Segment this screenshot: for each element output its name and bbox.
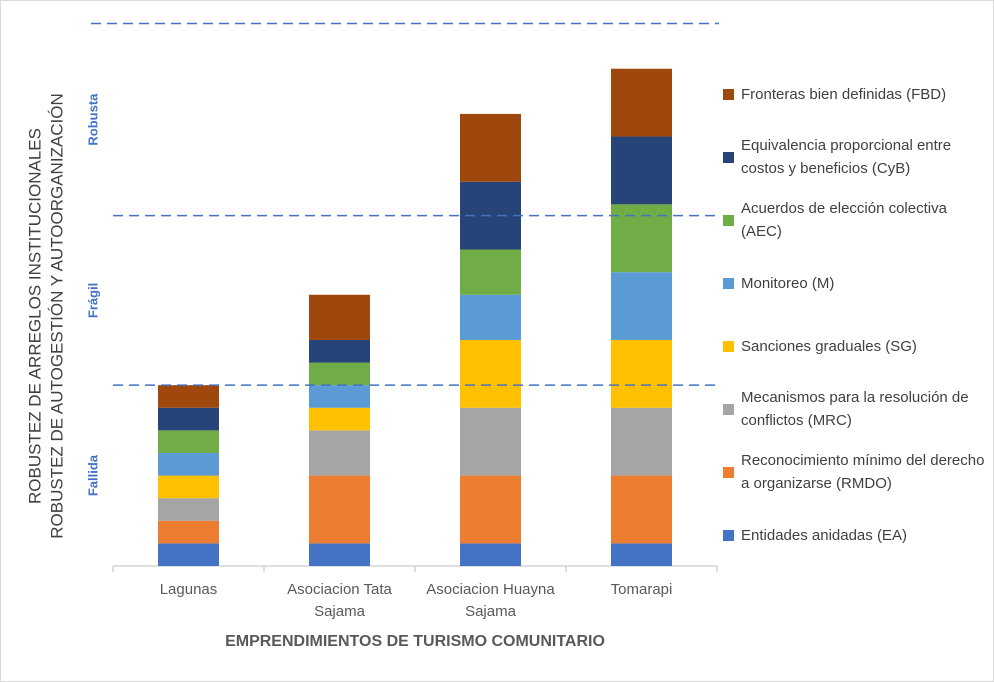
bar-segment [309,475,370,544]
bar-segment [158,385,219,408]
bar-segment [158,407,219,431]
legend-swatch [723,214,734,226]
bar-segment [460,543,521,566]
bar-segment [158,520,219,544]
legend-label: Mecanismos para la resolución de conflic… [741,389,969,429]
bar-segment [460,339,521,408]
bar-segment [309,362,370,386]
bar-segment [460,249,521,295]
bar-segment [309,339,370,363]
legend-swatch [723,88,734,100]
bar-segment [611,272,672,340]
bar-segment [158,452,219,476]
bar-segment [309,430,370,476]
legend-item: Mecanismos para la resolución de conflic… [723,379,985,439]
legend-label: Reconocimiento mínimo del derecho a orga… [741,452,985,492]
bar-segment [611,407,672,476]
legend-label: Fronteras bien definidas (FBD) [741,85,947,103]
legend-item: Entidades anidadas (EA) [723,505,985,565]
legend-label: Monitoreo (M) [741,274,835,292]
x-tick-label: Lagunas [159,581,218,598]
bar-segment [158,498,219,521]
legend-label: Entidades anidadas (EA) [741,526,907,544]
legend-swatch [723,529,734,541]
y-axis-title: ROBUSTEZ DE AUTOGESTIÓN Y AUTOORGANIZACI… [47,93,66,539]
legend-item: Monitoreo (M) [723,253,985,313]
bar-segment [611,68,672,137]
bar-segment [460,113,521,182]
zone-label: Frágil [85,283,100,318]
zone-label-group: Robusta [85,93,100,146]
legend-item: Fronteras bien definidas (FBD) [723,64,985,124]
bar-segment [611,204,672,273]
bar-segment [309,294,370,340]
legend-item: Reconocimiento mínimo del derecho a orga… [723,442,985,502]
bar-segment [611,475,672,544]
legend-item: Sanciones graduales (SG) [723,316,985,376]
legend-swatch [723,466,734,478]
legend-swatch [723,277,734,289]
bar-segment [611,339,672,408]
y-axis-title: ROBUSTEZ DE ARREGLOS INSTITUCIONALES [25,128,44,504]
legend-label: Acuerdos de elección colectiva (AEC) [741,200,947,240]
bar-segment [460,475,521,544]
bar-segment [158,543,219,566]
bar-segment [309,407,370,431]
bar-segment [309,543,370,566]
zone-label: Fallida [85,454,100,496]
legend-item: Acuerdos de elección colectiva (AEC) [723,190,985,250]
bar-segment [460,294,521,340]
legend-swatch [723,403,734,415]
x-axis-title: EMPRENDIMIENTOS DE TURISMO COMUNITARIO [225,633,605,650]
zone-label-group: Fallida [85,454,100,496]
x-tick-label: Asociacion Tata Sajama [287,581,392,620]
legend-item: Equivalencia proporcional entre costos y… [723,127,985,187]
bar-segment [460,407,521,476]
x-tick-label: Tomarapi [610,581,673,598]
bar-segment [611,136,672,205]
bar-segment [309,385,370,408]
zone-label-group: Frágil [85,283,100,318]
legend-label: Sanciones graduales (SG) [741,337,917,355]
bar-segment [158,430,219,453]
x-tick-label: Asociacion Huayna Sajama [426,581,555,620]
bar-segment [611,543,672,566]
legend-swatch [723,151,734,163]
bar-segment [158,475,219,499]
legend-label: Equivalencia proporcional entre costos y… [741,137,952,177]
zone-label: Robusta [85,93,100,146]
legend-swatch [723,340,734,352]
